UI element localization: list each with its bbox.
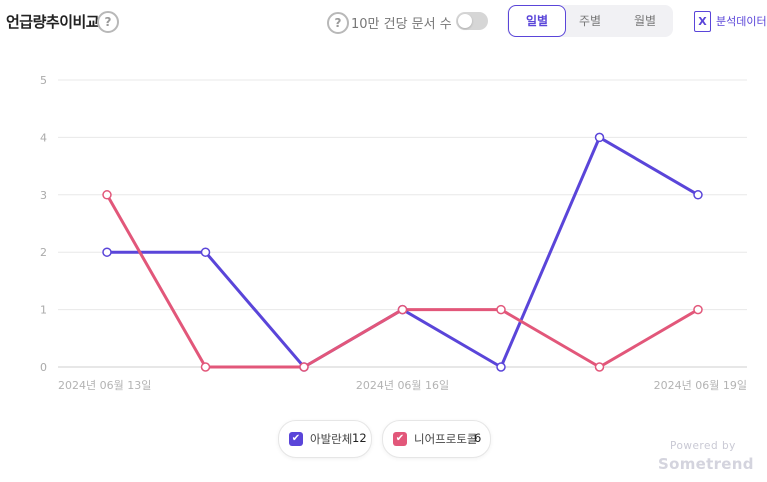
question-icon[interactable]: ? (97, 11, 119, 33)
data-point-0-1 (200, 247, 211, 257)
x-tick-label: 2024년 06월 13일 (58, 378, 151, 392)
series-line-1 (105, 193, 700, 369)
chart-header: 언급량추이비교 ? ? 10만 건당 문서 수 일별 주별 월별 X 분석데이터 (0, 0, 767, 45)
x-tick-label: 2024년 06월 19일 (654, 378, 747, 392)
y-tick-label: 4 (40, 131, 47, 144)
per-100k-toggle-label: 10만 건당 문서 수 (351, 17, 452, 32)
tab-daily[interactable]: 일별 (508, 5, 566, 37)
data-point-0-4 (496, 362, 506, 372)
question-icon[interactable]: ? (327, 12, 349, 34)
y-tick-label: 2 (40, 246, 47, 259)
excel-icon: X (694, 11, 711, 32)
legend-item-avalanche[interactable]: ✔ 아발란체 12 (278, 420, 372, 458)
line-chart: 0 1 2 3 4 5 2024년 06월 13일 2024년 06월 16일 2024년 06… (40, 74, 747, 392)
checkbox-icon: ✔ (393, 432, 407, 446)
legend-count: 12 (352, 431, 367, 445)
y-tick-label: 0 (40, 361, 47, 374)
legend-label: 아발란체 (310, 432, 353, 446)
per-100k-toggle-switch[interactable] (456, 12, 488, 30)
legend-label: 니어프로토콜 (414, 432, 478, 446)
export-data-label: 분석데이터 (716, 15, 767, 28)
data-point-0-0 (102, 247, 112, 257)
chart-title: 언급량추이비교 (6, 13, 100, 31)
data-point-1-5 (594, 362, 605, 372)
y-tick-label: 5 (40, 74, 47, 87)
tab-monthly[interactable]: 월별 (633, 14, 657, 28)
data-point-1-1 (200, 362, 211, 372)
checkbox-icon: ✔ (289, 432, 303, 446)
data-point-1-3 (397, 304, 408, 315)
data-point-1-2 (299, 362, 309, 372)
data-point-1-6 (693, 304, 703, 315)
data-point-0-5 (594, 132, 605, 143)
toggle-knob (458, 14, 472, 28)
period-tabs: 일별 주별 월별 (507, 5, 673, 37)
data-point-1-0 (102, 190, 112, 200)
data-point-1-4 (496, 304, 506, 315)
powered-by-text: Powered by (670, 440, 736, 452)
legend-item-near-protocol[interactable]: ✔ 니어프로토콜 6 (382, 420, 491, 458)
y-tick-label: 3 (40, 189, 47, 202)
tab-weekly[interactable]: 주별 (578, 14, 602, 28)
legend-count: 6 (474, 431, 482, 445)
data-point-0-6 (693, 190, 703, 200)
y-tick-label: 1 (40, 304, 47, 317)
brand-logo: Sometrend (658, 455, 754, 473)
x-tick-label: 2024년 06월 16일 (356, 378, 449, 392)
